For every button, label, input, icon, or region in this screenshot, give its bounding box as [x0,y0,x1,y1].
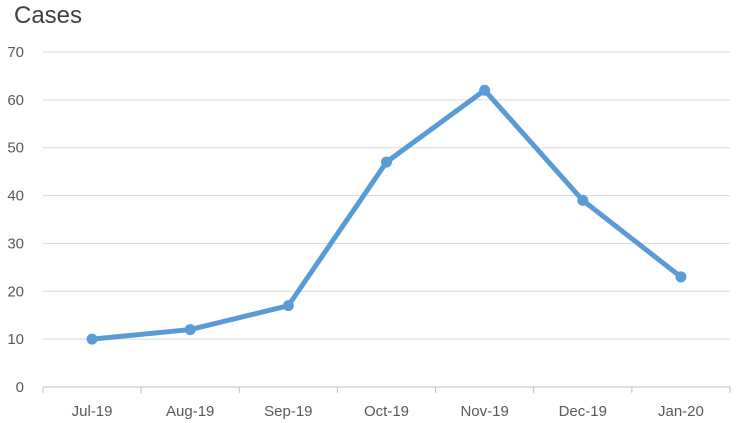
x-tick-label: Jan-20 [658,403,704,420]
chart-title: Cases [14,2,83,29]
x-tick-label: Nov-19 [460,403,508,420]
data-point [184,324,196,336]
y-tick-label: 20 [7,283,24,300]
data-point [479,84,491,96]
axes [42,386,731,393]
y-tick-label: 60 [7,92,24,109]
y-tick-label: 50 [7,140,24,157]
y-tick-label: 40 [7,188,24,205]
data-point [282,300,294,312]
x-tick-label: Oct-19 [364,403,409,420]
x-tick-label: Sep-19 [264,403,312,420]
y-tick-label: 0 [16,379,24,396]
y-tick-label: 30 [7,235,24,252]
series-line [89,87,684,342]
data-point [577,194,589,206]
gridlines [43,51,730,340]
x-tick-label: Dec-19 [559,403,607,420]
x-tick-label: Jul-19 [72,403,113,420]
y-tick-label: 10 [7,331,24,348]
y-tick-labels: 0 10 20 30 40 50 60 70 [7,44,24,396]
series-layer [86,84,687,345]
data-point [86,333,98,345]
data-point [675,271,687,283]
x-tick-labels: Jul-19 Aug-19 Sep-19 Oct-19 Nov-19 Dec-19 Jan-… [72,403,704,420]
y-tick-label: 70 [7,44,24,61]
x-tick-label: Aug-19 [166,403,214,420]
data-point [381,156,392,168]
